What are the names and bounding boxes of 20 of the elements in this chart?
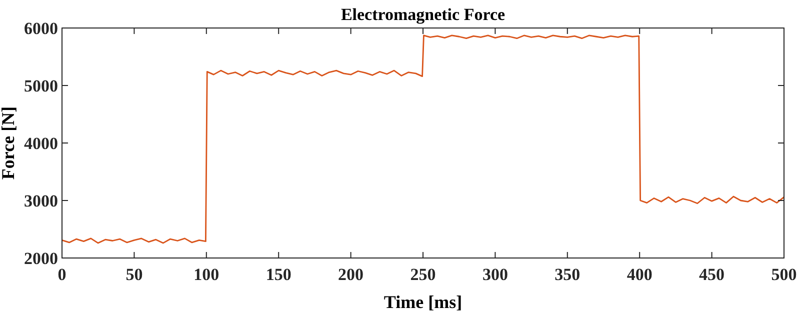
x-tick-label: 50 <box>126 265 143 284</box>
x-tick-label: 0 <box>58 265 66 284</box>
y-tick-label: 6000 <box>24 19 58 38</box>
y-tick-label: 3000 <box>24 192 58 210</box>
y-tick-label: 4000 <box>24 134 58 153</box>
x-tick-label: 150 <box>266 265 292 284</box>
y-tick-label: 2000 <box>24 249 58 268</box>
x-tick-label: 200 <box>338 265 364 284</box>
y-axis-title: Force [N] <box>0 106 18 180</box>
x-axis-title: Time [ms] <box>384 292 462 312</box>
x-tick-label: 250 <box>410 265 436 284</box>
y-tick-label: 5000 <box>24 76 58 96</box>
x-tick-label: 300 <box>482 265 508 284</box>
x-tick-label: 450 <box>699 265 725 284</box>
x-tick-label: 500 <box>771 265 797 284</box>
x-tick-label: 100 <box>194 265 220 284</box>
line-series <box>61 34 785 244</box>
x-tick-label: 400 <box>626 265 652 284</box>
x-tick-label: 350 <box>554 265 580 284</box>
chart-title: Electromagnetic Force <box>340 5 506 24</box>
